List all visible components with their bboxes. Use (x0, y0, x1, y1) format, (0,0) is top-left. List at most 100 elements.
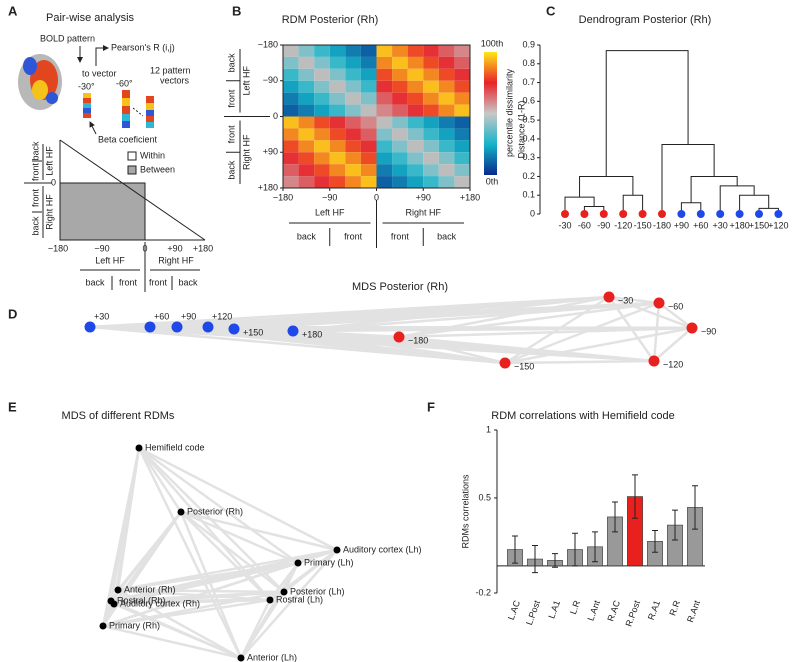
heatmap-cell (438, 116, 455, 129)
brain-icon (18, 54, 62, 110)
row-part-label: front (226, 89, 236, 108)
heatmap-cell (454, 80, 470, 93)
heatmap-cell (376, 104, 393, 117)
heatmap-cell (392, 140, 408, 153)
pattern-vector (83, 93, 91, 118)
row-group-label: Right HF (241, 134, 251, 170)
angle-label: -30° (78, 81, 95, 91)
heatmap-cell (438, 68, 455, 81)
leaf-dot (696, 210, 705, 218)
dendrogram-link (739, 194, 770, 214)
mds-label: −120 (663, 359, 683, 369)
heatmap-cell (298, 140, 315, 153)
legend-swatch (127, 151, 137, 161)
mds-edge (137, 447, 243, 659)
heatmap-cell (423, 45, 439, 57)
y-tick-label: 0.6 (522, 96, 535, 106)
heatmap-cell (376, 176, 393, 188)
panel-title: RDM Posterior (Rh) (282, 14, 379, 26)
leaf-label: +150 (749, 220, 769, 230)
heatmap-cell (283, 80, 299, 93)
mds-point (114, 586, 122, 594)
beta-label: Beta coeficient (98, 134, 158, 144)
heatmap-cell (360, 116, 377, 129)
y-tick-label: +180 (258, 182, 278, 192)
panel-title: MDS Posterior (Rh) (352, 281, 448, 293)
x-tick-label: −90 (94, 243, 109, 253)
mds-label: Rostral (Lh) (276, 594, 323, 604)
mds-edge (180, 510, 338, 552)
heatmap-cell (283, 45, 299, 57)
leaf-dot (638, 210, 647, 218)
error-bar (632, 474, 638, 519)
heatmap-cell (454, 140, 470, 153)
heatmap-cell (360, 152, 377, 165)
heatmap-cell (392, 92, 408, 105)
mds-label: Auditory cortex (Lh) (343, 544, 422, 554)
x-tick-label: +90 (416, 192, 431, 202)
mds-edge (239, 599, 272, 659)
heatmap-cell (392, 176, 408, 188)
mds-label: Hemifield code (145, 442, 205, 452)
mds-edge (138, 446, 338, 552)
heatmap-cell (376, 128, 393, 141)
heatmap-cell (376, 92, 393, 105)
mds-label: Posterior (Rh) (187, 506, 243, 516)
mds-edge (113, 561, 299, 606)
heatmap-cell (329, 152, 346, 165)
y-tick-label: 0 (273, 111, 278, 121)
mds-edge (608, 295, 693, 330)
to-vector-label: to vector (82, 68, 117, 78)
heatmap-cell (423, 68, 439, 81)
heatmap-cell (392, 104, 408, 117)
mds-label: −150 (514, 361, 534, 371)
mds-point (99, 622, 107, 630)
heatmap-cell (329, 80, 346, 93)
x-tick-label: R.Post (623, 599, 642, 628)
between-region (59, 182, 146, 241)
heatmap-cell (345, 104, 361, 117)
bold-label: BOLD pattern (40, 33, 95, 43)
mds-edge (292, 329, 506, 365)
heatmap-cell (345, 80, 361, 93)
heatmap-cell (283, 56, 299, 69)
heatmap-cell (298, 45, 315, 57)
col-group-label: Right HF (405, 207, 441, 217)
mds-edge (292, 326, 693, 333)
error-bar (652, 530, 658, 553)
mds-edge (101, 447, 141, 627)
heatmap-cell (298, 80, 315, 93)
legend-swatch (127, 165, 137, 175)
mds-point (653, 297, 665, 309)
legend-label: Between (140, 164, 175, 174)
heatmap-cell (407, 56, 424, 69)
mds-edge (101, 511, 183, 627)
leaf-label: +90 (674, 220, 689, 230)
heatmap-cell (423, 80, 439, 93)
heatmap-cell (283, 92, 299, 105)
heatmap-cell (360, 92, 377, 105)
mds-edge (398, 335, 506, 365)
heatmap-cell (376, 45, 393, 57)
leaf-label: +30 (713, 220, 728, 230)
mds-label: −90 (701, 326, 716, 336)
mds-edge (504, 295, 610, 365)
x-tick-label: −180 (273, 192, 293, 202)
mds-label: +90 (181, 311, 196, 321)
heatmap-cell (438, 128, 455, 141)
heatmap-cell (329, 164, 346, 177)
x-tick-label: L.Post (524, 599, 542, 627)
heatmap-cell (329, 92, 346, 105)
heatmap-cell (283, 164, 299, 177)
vectors-label: 12 pattern (150, 65, 191, 75)
x-tick-label: R.R (667, 599, 682, 617)
col-part-label: front (391, 231, 410, 241)
x-tick-label: L.Ant (586, 599, 603, 623)
mds-edge (653, 327, 693, 362)
heatmap-cell (423, 176, 439, 188)
heatmap-cell (345, 176, 361, 188)
mds-point (202, 321, 214, 333)
heatmap-cell (360, 68, 377, 81)
col-group-label: Left HF (315, 207, 345, 217)
heatmap-cell (392, 68, 408, 81)
